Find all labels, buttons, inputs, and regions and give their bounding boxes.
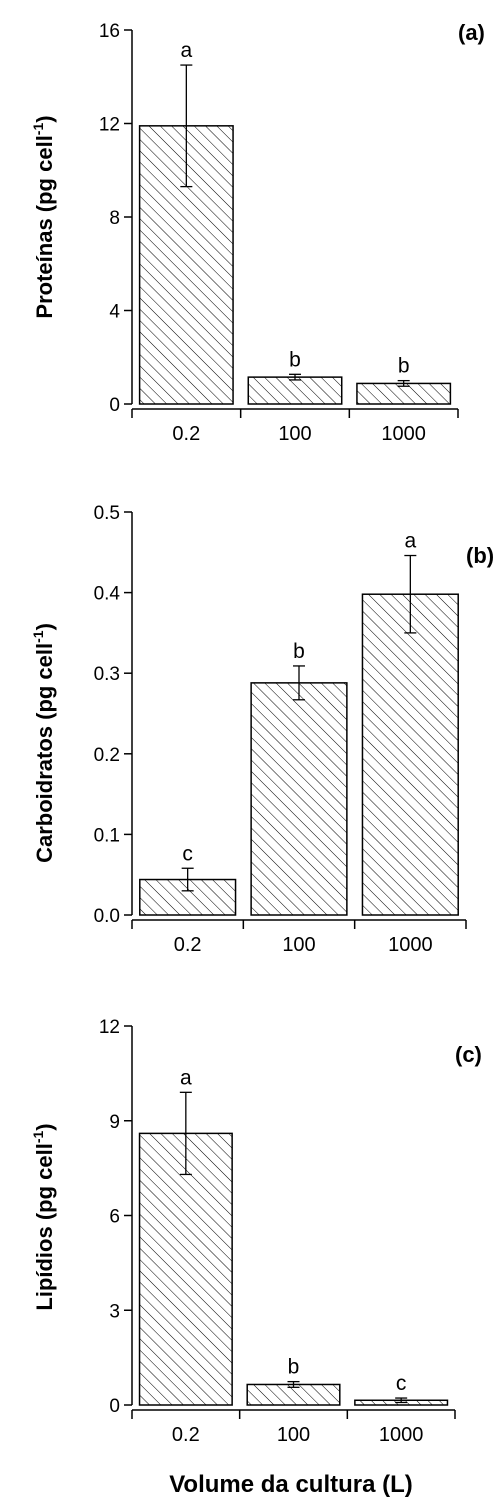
y-tick-label: 3 xyxy=(109,1301,120,1322)
bar xyxy=(361,593,459,916)
significance-label: a xyxy=(180,39,192,62)
y-tick-label: 0 xyxy=(109,1396,120,1417)
y-tick-label: 0.2 xyxy=(94,745,120,766)
x-tick-label: 100 xyxy=(278,423,311,445)
significance-label: a xyxy=(404,530,416,553)
x-tick-label: 1000 xyxy=(381,423,426,445)
x-axis-label: Volume da cultura (L) xyxy=(169,1471,413,1498)
significance-label: b xyxy=(288,1356,300,1379)
y-tick-label: 12 xyxy=(99,115,120,136)
significance-label: c xyxy=(396,1372,407,1395)
y-tick-label: 0.5 xyxy=(94,503,120,524)
y-tick-label: 0.1 xyxy=(94,825,120,846)
y-tick-label: 6 xyxy=(109,1207,120,1228)
x-tick-label: 1000 xyxy=(388,934,433,956)
x-tick-label: 0.2 xyxy=(172,423,200,445)
y-tick-label: 8 xyxy=(109,208,120,229)
panel-label: (a) xyxy=(458,20,485,45)
y-axis-label: Proteínas (pg cell-1) xyxy=(30,115,57,318)
x-tick-label: 1000 xyxy=(379,1424,424,1446)
y-tick-label: 0.4 xyxy=(94,584,121,605)
x-tick-label: 100 xyxy=(282,934,315,956)
bar xyxy=(247,376,343,405)
panel-label: (b) xyxy=(466,543,494,568)
y-tick-label: 0 xyxy=(109,395,120,416)
y-tick-label: 0.3 xyxy=(94,664,120,685)
panel-label: (c) xyxy=(455,1042,482,1067)
significance-label: b xyxy=(398,355,410,378)
y-tick-label: 12 xyxy=(99,1017,120,1038)
chart-panel-a: (a) Proteínas (pg cell-1) 0 4 8 12 16 a 0.2 b 10… xyxy=(30,20,485,445)
bar xyxy=(250,682,348,916)
chart-panel-b: (b) Carboidratos (pg cell-1) 0.0 0.1 0.2 0.… xyxy=(30,503,494,956)
y-axis-label: Lipídios (pg cell-1) xyxy=(30,1123,57,1310)
x-tick-label: 100 xyxy=(277,1424,310,1446)
x-tick-label: 0.2 xyxy=(174,934,202,956)
y-tick-label: 4 xyxy=(109,302,120,323)
y-tick-label: 9 xyxy=(109,1112,120,1133)
bar xyxy=(138,1132,233,1406)
x-tick-label: 0.2 xyxy=(172,1424,200,1446)
chart-panel-c: (c) Lipídios (pg cell-1) Volume da cultu… xyxy=(30,1017,482,1498)
y-axis-label: Carboidratos (pg cell-1) xyxy=(30,623,57,863)
significance-label: b xyxy=(289,348,301,371)
significance-label: a xyxy=(180,1066,192,1089)
significance-label: c xyxy=(182,842,193,865)
y-tick-label: 0.0 xyxy=(94,906,120,927)
significance-label: b xyxy=(293,640,305,663)
y-tick-label: 16 xyxy=(99,21,120,42)
